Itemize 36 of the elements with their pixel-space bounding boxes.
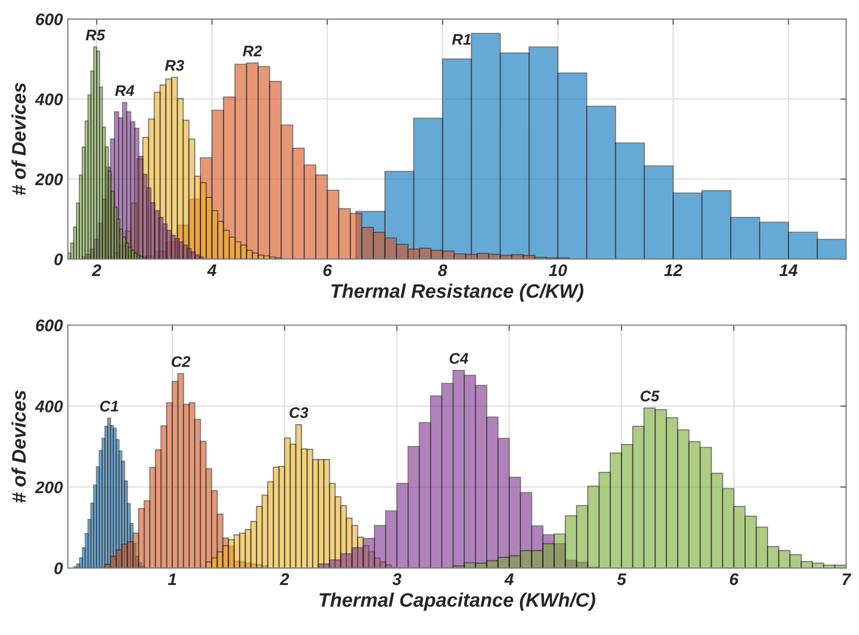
x-tick-label: 10	[548, 264, 567, 276]
y-tick-label: 600	[36, 320, 63, 332]
x-tick-label: 4	[207, 264, 216, 276]
series-label: C2	[172, 356, 190, 368]
y-axis-title: # of Devices	[12, 390, 26, 503]
x-tick-label: 7	[842, 573, 852, 585]
series-label: R4	[115, 85, 134, 96]
y-tick-label: 200	[34, 481, 63, 494]
x-tick-label: 14	[779, 264, 798, 276]
series-label: R5	[86, 30, 106, 40]
x-tick-label: 2	[280, 573, 290, 585]
y-tick-label: 0	[54, 253, 63, 266]
y-tick-label: 200	[34, 173, 63, 186]
y-tick-label: 400	[34, 93, 63, 106]
x-tick-label: 4	[504, 573, 514, 585]
series-label: R3	[165, 60, 184, 71]
x-tick-label: 6	[730, 573, 739, 586]
series-label: C4	[450, 352, 468, 364]
y-tick-label: 0	[54, 562, 63, 574]
x-tick-label: 8	[438, 264, 448, 276]
x-axis-title: Thermal Resistance (C/KW)	[331, 284, 584, 302]
y-tick-label: 600	[36, 13, 63, 26]
series-label: C5	[640, 390, 660, 402]
x-axis-title: Thermal Capacitance (KWh/C)	[320, 592, 596, 611]
x-tick-label: 1	[168, 573, 176, 585]
y-axis-title: # of Devices	[12, 82, 26, 196]
series-label: C1	[100, 400, 118, 412]
x-tick-label: 2	[92, 264, 102, 276]
series-label: R1	[452, 34, 471, 45]
x-tick-label: 6	[323, 264, 332, 276]
x-tick-label: 12	[664, 264, 682, 276]
x-tick-label: 5	[617, 573, 626, 586]
series-label: C3	[290, 407, 308, 418]
x-tick-label: 3	[392, 573, 402, 586]
y-tick-label: 400	[34, 400, 63, 412]
series-label: R2	[242, 46, 262, 56]
